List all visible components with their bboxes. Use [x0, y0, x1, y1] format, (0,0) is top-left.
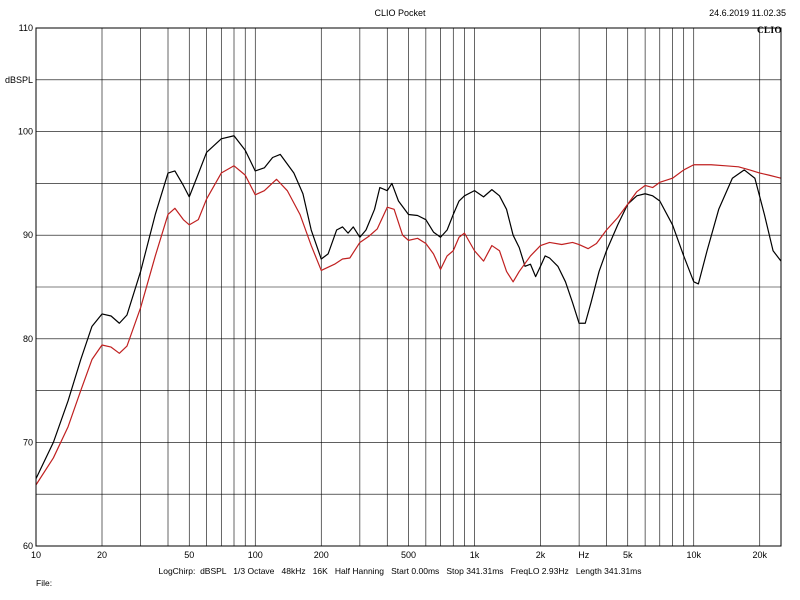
chart-title: CLIO Pocket	[374, 8, 426, 18]
x-tick-label: 10k	[686, 550, 701, 560]
y-tick-label: 70	[23, 437, 33, 447]
x-axis-label: Hz	[578, 550, 589, 560]
clio-logo: CLIO	[756, 25, 782, 35]
grid	[35, 27, 781, 547]
x-tick-label: 50	[184, 550, 194, 560]
y-tick-label: 80	[23, 334, 33, 344]
measurement-parameters: LogChirp: dBSPL 1/3 Octave 48kHz 16K Hal…	[158, 566, 642, 576]
x-tick-label: 20k	[752, 550, 767, 560]
response-curve-1	[36, 135, 781, 479]
x-tick-label: 100	[248, 550, 263, 560]
y-tick-label: 60	[23, 541, 33, 551]
response-curve-2	[36, 164, 781, 486]
y-axis-label: dBSPL	[5, 75, 33, 85]
x-tick-label: 200	[314, 550, 329, 560]
plot-frame	[35, 27, 782, 547]
timestamp: 24.6.2019 11.02.35	[709, 8, 786, 18]
tick-labels: 10 20 50 100 200 500 1k 2k 5k 10k 20k Hz 60 70 80 90 100…	[5, 23, 768, 560]
y-tick-label: 100	[18, 127, 33, 137]
x-tick-label: 1k	[470, 550, 480, 560]
file-label: File:	[36, 578, 53, 588]
curves	[36, 135, 781, 486]
y-tick-label: 110	[19, 23, 33, 33]
x-tick-label: 20	[97, 550, 107, 560]
x-tick-label: 5k	[623, 550, 633, 560]
x-tick-label: 10	[31, 550, 41, 560]
x-tick-label: 2k	[536, 550, 546, 560]
y-tick-label: 90	[23, 230, 33, 240]
x-tick-label: 500	[401, 550, 416, 560]
